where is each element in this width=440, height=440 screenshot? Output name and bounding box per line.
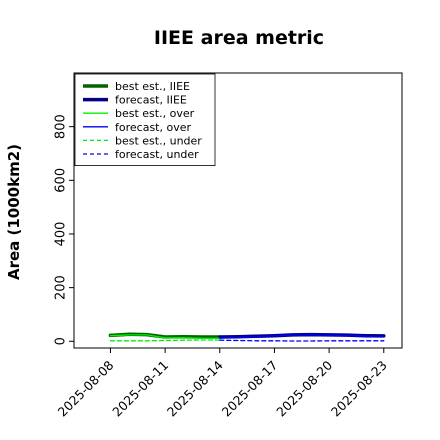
x-tick-label: 2025-08-23 (328, 358, 390, 420)
y-axis: 0 200 400 600 800 (54, 114, 74, 345)
y-tick-label: 0 (54, 337, 69, 345)
y-axis-label: Area (1000km2) (5, 144, 23, 280)
y-tick-label: 600 (54, 168, 69, 193)
y-tick-label: 200 (54, 275, 69, 300)
legend-label: forecast, IIEE (115, 94, 187, 107)
legend-label: forecast, under (115, 148, 199, 161)
plot-area (73, 72, 403, 349)
x-axis: 2025-08-082025-08-112025-08-142025-08-17… (55, 348, 390, 419)
legend-label: best est., under (115, 134, 202, 147)
x-tick-label: 2025-08-08 (55, 357, 117, 419)
series-line-2 (109, 334, 221, 339)
series-layer (108, 332, 386, 342)
x-tick-label: 2025-08-17 (219, 358, 281, 420)
chart-title: IIEE area metric (154, 27, 324, 49)
legend-label: best est., IIEE (115, 80, 190, 93)
x-tick-label: 2025-08-20 (273, 357, 335, 419)
x-tick-label: 2025-08-14 (164, 357, 226, 419)
series-line-5 (219, 339, 385, 342)
legend-label: forecast, over (115, 121, 191, 134)
series-line-4 (109, 339, 221, 342)
y-tick-label: 400 (54, 222, 69, 247)
legend-label: best est., over (115, 107, 195, 120)
series-line-3 (219, 334, 385, 339)
y-tick-label: 800 (54, 114, 69, 139)
x-tick-label: 2025-08-11 (109, 358, 171, 420)
legend-frame (74, 73, 216, 166)
